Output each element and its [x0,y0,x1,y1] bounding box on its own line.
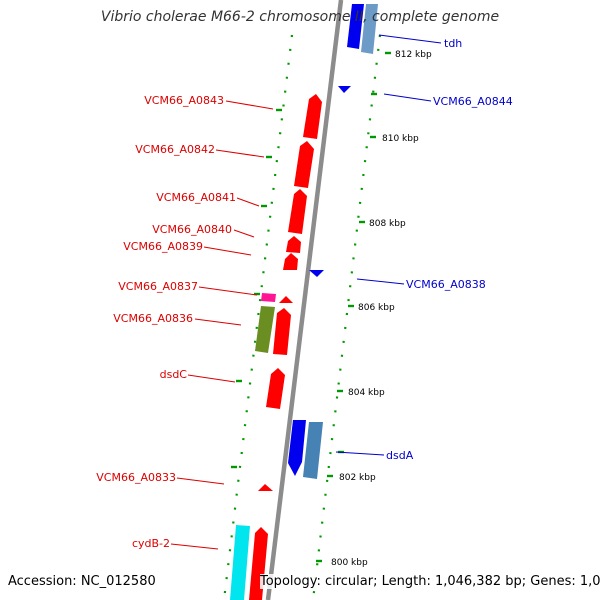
leader-line [356,278,405,285]
scale-label: 804 kbp [348,388,385,398]
gene-label[interactable]: VCM66_A0841 [156,191,236,204]
reverse-leader-lines [170,100,274,550]
feature-tdh-partner [361,4,378,54]
gene-marker-ticks [231,92,377,469]
leader-line [225,100,274,110]
gene-label[interactable]: VCM66_A0836 [113,312,193,325]
feature-vcm66-a0837 [261,293,276,302]
leader-line [170,543,219,550]
leader-line [176,477,225,485]
feature-vcm66-a0836-red [273,308,291,355]
gene-label[interactable]: cydB-2 [132,537,170,550]
feature-vcm66-a0843 [303,94,322,139]
gene-label[interactable]: dsdC [160,368,188,381]
gene-label[interactable]: VCM66_A0839 [123,240,203,253]
scale-label: 802 kbp [339,473,376,483]
topology-info: Topology: circular; Length: 1,046,382 bp… [260,574,600,589]
outer-right-track [311,34,382,600]
feature-cydb-2 [249,527,268,600]
feature-vcm66-a0838 [309,270,324,277]
gene-label[interactable]: VCM66_A0842 [135,143,215,156]
scale-label: 808 kbp [369,219,406,229]
feature-vcm66-a0842 [294,141,314,188]
gene-label[interactable]: dsdA [386,449,414,462]
feature-vcm66-a0839 [283,253,298,270]
scale-label: 800 kbp [331,558,368,568]
gene-label[interactable]: tdh [444,37,462,50]
feature-tdh [347,4,364,49]
feature-vcm66-a0844 [338,86,351,93]
leader-line [194,318,242,326]
gene-label[interactable]: VCM66_A0838 [406,278,486,291]
leader-line [198,286,258,296]
scale-labels: 812 kbp 810 kbp 808 kbp 806 kbp 804 kbp … [331,50,432,568]
scale-ticks [316,51,391,563]
scale-label: 810 kbp [382,134,419,144]
gene-label[interactable]: VCM66_A0844 [433,95,513,108]
gene-label[interactable]: VCM66_A0843 [144,94,224,107]
scale-label: 806 kbp [358,303,395,313]
leader-line [383,93,432,102]
leader-line [236,197,260,207]
feature-dsdc [266,368,285,409]
gene-label[interactable]: VCM66_A0833 [96,471,176,484]
forward-gene-labels: tdh VCM66_A0844 VCM66_A0838 dsdA [386,37,513,462]
leader-line [187,374,236,383]
leader-line [203,246,252,256]
feature-vcm66-a0840 [286,236,301,253]
accession-label: Accession: NC_012580 [8,574,156,589]
gene-label[interactable]: VCM66_A0837 [118,280,198,293]
feature-dsda [288,420,306,476]
feature-vcm66-a0837-red [279,296,293,303]
leader-line [378,34,442,44]
feature-vcm66-a0836 [255,306,275,353]
chromosome-backbone [265,0,344,600]
feature-vcm66-a0841 [288,189,307,234]
forward-leader-lines [335,34,442,456]
leader-line [233,229,255,238]
scale-label: 812 kbp [395,50,432,60]
feature-cydb-2-cyan [230,525,250,600]
reverse-gene-labels: VCM66_A0843 VCM66_A0842 VCM66_A0841 VCM6… [96,94,236,550]
leader-line [335,451,385,456]
leader-line [215,149,265,158]
map-title: Vibrio cholerae M66-2 chromosome II, com… [100,9,500,25]
feature-vcm66-a0833 [258,484,273,491]
feature-dsda-partner [303,422,323,479]
gene-label[interactable]: VCM66_A0840 [152,223,232,236]
